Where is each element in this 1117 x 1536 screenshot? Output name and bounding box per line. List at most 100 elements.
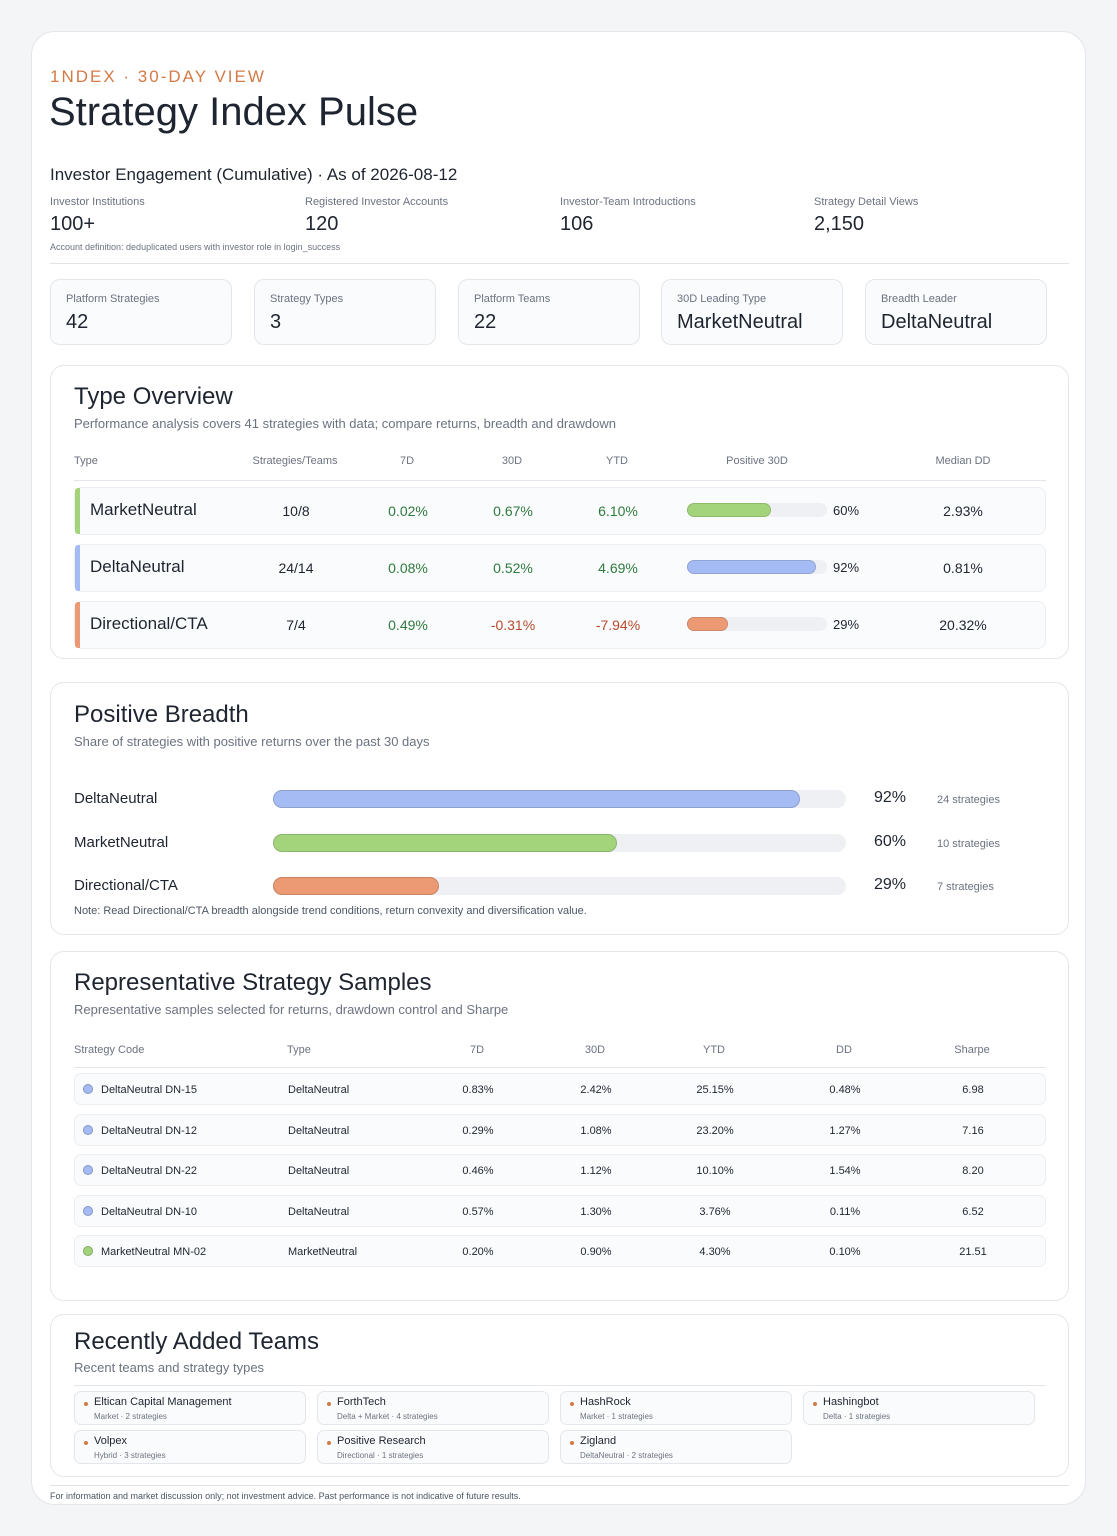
strategies-teams: 24/14 bbox=[278, 560, 314, 576]
type-accent bbox=[75, 488, 80, 534]
positive-30d-pct: 92% bbox=[833, 560, 860, 575]
drawdown: 0.48% bbox=[829, 1084, 861, 1096]
type-accent bbox=[75, 602, 80, 648]
return-7d: 0.29% bbox=[462, 1124, 494, 1137]
team-chip: ForthTech Delta + Market · 4 strategies bbox=[317, 1391, 549, 1425]
strategy-samples-title: Representative Strategy Samples bbox=[74, 969, 432, 996]
kpi-value: MarketNeutral bbox=[677, 311, 803, 333]
sharpe: 6.98 bbox=[962, 1084, 984, 1096]
team-chip: Positive Research Directional · 1 strateg… bbox=[317, 1430, 549, 1464]
breadth-count: 24 strategies bbox=[937, 794, 1000, 806]
breadth-fill bbox=[273, 790, 801, 808]
breadth-track bbox=[273, 833, 846, 852]
sharpe: 7.16 bbox=[962, 1124, 984, 1137]
positive-breadth-subtitle: Share of strategies with positive return… bbox=[74, 734, 430, 749]
strategy-code: DeltaNeutral DN-22 bbox=[101, 1165, 197, 1177]
team-meta: Market · 1 strategies bbox=[580, 1412, 653, 1421]
kpi-value: 22 bbox=[474, 311, 497, 333]
engagement-note: Account definition: deduplicated users w… bbox=[50, 242, 341, 252]
positive-30d-bar bbox=[687, 617, 827, 631]
bullet-icon bbox=[327, 1402, 331, 1406]
return-ytd: 4.69% bbox=[598, 560, 638, 576]
column-header: 30D bbox=[584, 1044, 606, 1056]
strategies-teams: 10/8 bbox=[282, 503, 310, 519]
strategy-type: MarketNeutral bbox=[288, 1246, 358, 1258]
type-dot bbox=[83, 1084, 93, 1094]
engagement-stat-label: Investor-Team Introductions bbox=[560, 196, 696, 208]
team-name: HashRock bbox=[580, 1396, 631, 1408]
team-chip: Volpex Hybrid · 3 strategies bbox=[74, 1430, 306, 1464]
strategy-type: DeltaNeutral bbox=[288, 1084, 350, 1096]
team-chip: Hashingbot Delta · 1 strategies bbox=[803, 1391, 1035, 1425]
column-header: Sharpe bbox=[954, 1044, 990, 1056]
kpi-card: Breadth Leader DeltaNeutral bbox=[865, 279, 1047, 345]
table-row: DeltaNeutral DN-15 DeltaNeutral 0.83% 2.42%… bbox=[74, 1073, 1046, 1105]
kpi-label: Strategy Types bbox=[270, 293, 344, 305]
team-meta: Directional · 1 strategies bbox=[337, 1451, 424, 1460]
type-dot bbox=[83, 1246, 93, 1256]
type-dot bbox=[83, 1165, 93, 1175]
column-header: Strategies/Teams bbox=[252, 455, 338, 467]
return-ytd: 25.15% bbox=[696, 1084, 734, 1096]
report-page: 1NDEX · 30-DAY VIEW Strategy Index Pulse… bbox=[31, 31, 1086, 1505]
type-accent bbox=[75, 545, 80, 591]
report-kicker: 1NDEX · 30-DAY VIEW bbox=[50, 67, 266, 86]
table-header-divider bbox=[74, 1067, 1046, 1068]
recent-teams-card: Recently Added Teams Recent teams and st… bbox=[50, 1314, 1069, 1477]
recent-teams-title: Recently Added Teams bbox=[74, 1328, 320, 1355]
median-dd: 2.93% bbox=[943, 503, 983, 519]
type-dot bbox=[83, 1124, 93, 1135]
engagement-stat: Investor-Team Introductions 106 bbox=[560, 196, 696, 236]
kpi-label: Platform Strategies bbox=[66, 293, 160, 305]
kpi-value: DeltaNeutral bbox=[881, 311, 993, 333]
recent-teams-subtitle: Recent teams and strategy types bbox=[74, 1360, 265, 1375]
column-header: 7D bbox=[469, 1044, 485, 1056]
strategy-type: DeltaNeutral bbox=[288, 1124, 350, 1137]
engagement-stat: Registered Investor Accounts 120 bbox=[305, 196, 448, 236]
type-overview-subtitle: Performance analysis covers 41 strategie… bbox=[74, 416, 616, 431]
bullet-icon bbox=[570, 1402, 574, 1406]
page-title: Strategy Index Pulse bbox=[49, 90, 419, 134]
median-dd: 20.32% bbox=[939, 617, 987, 633]
sharpe: 8.20 bbox=[962, 1165, 984, 1177]
return-30d: 0.52% bbox=[493, 560, 533, 576]
table-header-divider bbox=[74, 480, 1046, 481]
table-row: DeltaNeutral DN-10 DeltaNeutral 0.57% 1.30%… bbox=[74, 1194, 1046, 1227]
divider bbox=[50, 1485, 1069, 1486]
strategies-teams: 7/4 bbox=[286, 617, 306, 633]
table-row: DeltaNeutral DN-12 DeltaNeutral 0.29% 1.08%… bbox=[74, 1113, 1046, 1146]
return-30d: -0.31% bbox=[490, 617, 536, 633]
return-30d: 0.67% bbox=[493, 503, 533, 519]
column-header: YTD bbox=[703, 1044, 725, 1056]
breadth-count: 10 strategies bbox=[937, 837, 1000, 850]
kpi-label: Platform Teams bbox=[474, 293, 551, 305]
sharpe: 6.52 bbox=[962, 1205, 984, 1218]
return-7d: 0.46% bbox=[462, 1165, 494, 1177]
engagement-stat-label: Registered Investor Accounts bbox=[305, 196, 449, 208]
strategy-code: DeltaNeutral DN-12 bbox=[101, 1124, 197, 1137]
column-header: Type bbox=[287, 1044, 311, 1056]
breadth-pct: 60% bbox=[874, 832, 907, 850]
team-meta: Hybrid · 3 strategies bbox=[94, 1451, 166, 1460]
table-row: DeltaNeutral DN-22 DeltaNeutral 0.46% 1.12%… bbox=[74, 1154, 1046, 1186]
disclaimer: For information and market discussion on… bbox=[50, 1491, 521, 1501]
column-header: 30D bbox=[501, 455, 523, 467]
return-ytd: 3.76% bbox=[699, 1205, 731, 1218]
type-overview-card: Type Overview Performance analysis cover… bbox=[50, 365, 1069, 659]
kpi-card: Platform Strategies 42 bbox=[50, 279, 232, 345]
breadth-track bbox=[273, 877, 846, 895]
teams-divider bbox=[74, 1385, 1046, 1386]
table-row: MarketNeutral 10/8 0.02% 0.67% 6.10% 60% 2.93% bbox=[74, 487, 1046, 535]
table-row: DeltaNeutral 24/14 0.08% 0.52% 4.69% 92% 0.81% bbox=[74, 544, 1046, 592]
column-header: 7D bbox=[399, 455, 415, 467]
engagement-stat-value: 100+ bbox=[50, 213, 96, 235]
kpi-card: Platform Teams 22 bbox=[458, 279, 640, 345]
kpi-label: Breadth Leader bbox=[881, 293, 957, 305]
engagement-stat: Strategy Detail Views 2,150 bbox=[814, 196, 918, 236]
return-7d: 0.20% bbox=[462, 1246, 494, 1258]
team-name: Zigland bbox=[580, 1435, 617, 1447]
positive-30d-bar bbox=[687, 560, 827, 574]
team-meta: Delta + Market · 4 strategies bbox=[337, 1412, 438, 1421]
breadth-fill bbox=[273, 833, 617, 852]
sharpe: 21.51 bbox=[959, 1246, 987, 1258]
